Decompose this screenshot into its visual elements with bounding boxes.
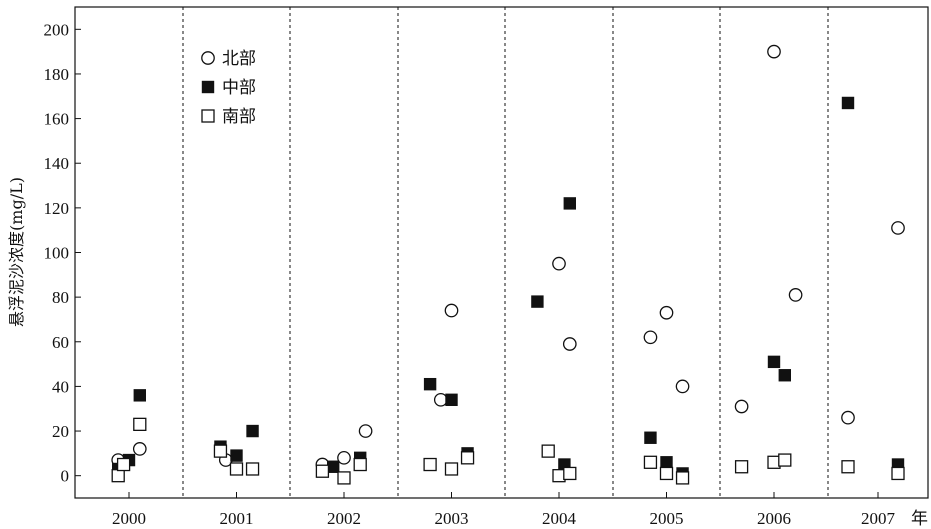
data-point-0 [767,44,781,59]
data-point-1 [246,424,259,438]
y-tick-label: 120 [44,199,70,218]
data-point-2 [111,469,125,483]
plot-frame [74,6,929,499]
x-tick-label-2007: 2007 [861,509,896,528]
data-point-2 [778,453,792,467]
data-point-0 [841,410,855,425]
y-tick-label: 200 [44,20,70,39]
data-point-1 [133,389,146,402]
legend-label-0: 北部 [222,49,256,69]
x-unit-suffix: 年 [911,509,928,529]
y-axis-title: 悬浮泥沙浓度(mg/L) [7,177,26,327]
data-point-0 [788,288,803,302]
data-point-0 [891,221,905,235]
x-axis: 年 2000 2001 2002 2003 2004 2005 2006 2007 [112,492,928,529]
y-tick-label: 60 [52,333,69,352]
data-point-2 [353,457,367,472]
x-tick-label-2001: 2001 [220,509,254,528]
data-point-0 [659,305,674,320]
data-point-2 [643,455,658,469]
data-point-1 [445,393,458,406]
data-point-0 [643,330,658,345]
x-tick-label-2005: 2005 [650,509,684,528]
x-tick-label-2006: 2006 [757,509,791,528]
y-tick-label: 80 [52,288,69,307]
x-tick-label-2003: 2003 [435,509,469,528]
data-point-2 [133,417,147,432]
data-point-2 [116,457,131,472]
data-point-0 [337,450,351,465]
y-tick-label: 40 [52,377,69,396]
y-tick-label: 100 [44,244,70,263]
data-point-2 [423,457,437,472]
x-tick-label-2002: 2002 [327,509,361,528]
y-tick-label: 160 [44,110,70,129]
legend-label-1: 中部 [222,78,256,98]
data-point-2 [337,471,351,485]
data-points [111,44,905,485]
y-tick-label: 140 [44,154,70,173]
legend-marker-1 [201,80,215,94]
legend-label-2: 南部 [222,107,256,127]
data-point-0 [132,442,147,456]
data-point-2 [734,460,749,474]
data-point-2 [675,471,690,485]
data-point-2 [460,451,475,465]
data-point-1 [327,460,340,473]
data-point-0 [552,256,566,271]
data-point-1 [423,377,437,391]
legend-marker-0 [201,51,215,65]
data-point-1 [660,456,673,469]
data-point-1 [841,96,855,110]
data-point-2 [891,466,905,481]
y-tick-label: 180 [44,65,70,84]
data-point-2 [563,466,577,481]
y-tick-label: 0 [61,467,70,486]
data-point-2 [245,462,260,476]
data-point-1 [531,295,544,308]
data-point-1 [644,431,657,444]
data-point-0 [433,392,448,407]
x-tick-label-2004: 2004 [542,509,577,528]
data-point-0 [444,303,459,318]
data-point-2 [444,462,459,476]
data-point-2 [229,462,244,476]
data-point-2 [541,444,555,458]
data-point-0 [562,337,577,351]
data-point-1 [563,197,576,210]
data-point-0 [358,424,373,438]
data-point-0 [675,379,690,394]
data-point-1 [230,449,243,462]
data-point-2 [841,460,855,474]
legend-marker-2 [201,109,215,123]
year-separators [182,7,829,498]
data-point-1 [778,369,791,382]
data-point-1 [767,355,781,369]
y-tick-label: 20 [52,422,69,441]
data-point-2 [659,466,674,481]
y-axis: 0 20 40 60 80 100 120 140 160 180 200 [44,20,81,486]
x-tick-label-2000: 2000 [112,509,146,528]
data-point-2 [213,444,228,458]
data-point-2 [315,464,330,478]
data-point-0 [734,399,749,414]
